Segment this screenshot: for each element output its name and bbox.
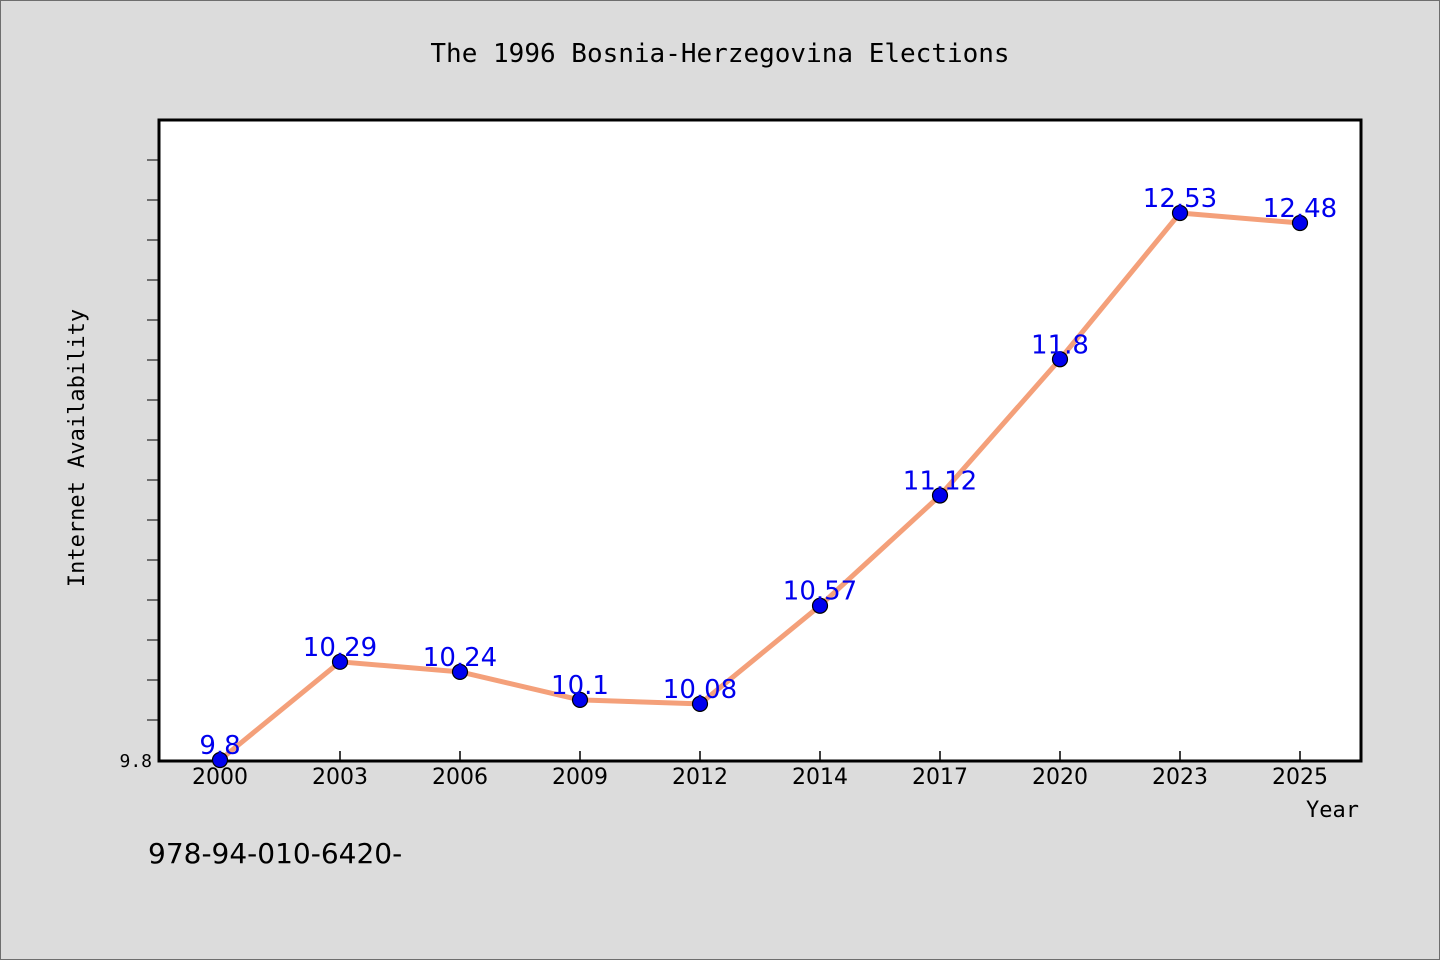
data-label: 12.48 xyxy=(1263,194,1337,224)
data-label: 10.57 xyxy=(783,577,857,607)
data-point xyxy=(691,695,709,712)
series-line-group xyxy=(217,210,1303,763)
series-markers xyxy=(211,204,1309,769)
data-label: 11.8 xyxy=(1031,330,1089,360)
data-point xyxy=(571,691,589,708)
x-tick-label: 2000 xyxy=(192,765,248,790)
x-tick-label: 2017 xyxy=(912,765,968,790)
x-tick-label: 2012 xyxy=(672,765,728,790)
data-point xyxy=(1051,351,1069,368)
data-label: 12.53 xyxy=(1143,184,1217,214)
chart-title: The 1996 Bosnia-Herzegovina Elections xyxy=(430,39,1009,69)
x-tick-label: 2014 xyxy=(792,765,848,790)
data-point xyxy=(811,597,829,614)
data-point xyxy=(1171,204,1189,222)
data-point xyxy=(211,751,229,769)
x-tick-label: 2020 xyxy=(1032,765,1088,790)
data-point xyxy=(331,653,349,670)
data-point xyxy=(451,663,469,680)
x-tick-label: 2009 xyxy=(552,765,608,790)
data-label: 9.8 xyxy=(199,731,240,761)
x-tick-label: 2023 xyxy=(1152,765,1208,790)
y-tick-label: 9.8 xyxy=(119,751,152,772)
data-point xyxy=(1291,214,1309,232)
data-label: 10.1 xyxy=(551,671,609,701)
data-label: 11.12 xyxy=(903,467,977,497)
data-point xyxy=(931,487,949,504)
data-labels: 9.8 10.29 10.24 10.1 10.08 10.57 11.12 11.8 12.5… xyxy=(199,184,1337,761)
y-axis-label: Internet Availability xyxy=(65,309,90,587)
footer-code: 978-94-010-6420- xyxy=(148,837,402,870)
x-tick-label: 2003 xyxy=(312,765,368,790)
x-tick-label: 2006 xyxy=(432,765,488,790)
data-label: 10.29 xyxy=(303,633,377,663)
x-axis-label: Year xyxy=(1306,798,1359,823)
x-tick-label: 2025 xyxy=(1272,765,1328,790)
data-label: 10.24 xyxy=(423,643,497,673)
series-line xyxy=(217,210,1303,763)
data-label: 10.08 xyxy=(663,675,737,705)
x-tick-labels: 2000 2003 2006 2009 2012 2014 2017 2020 2023 2025 xyxy=(192,765,1328,790)
y-axis-ticks xyxy=(147,159,159,721)
